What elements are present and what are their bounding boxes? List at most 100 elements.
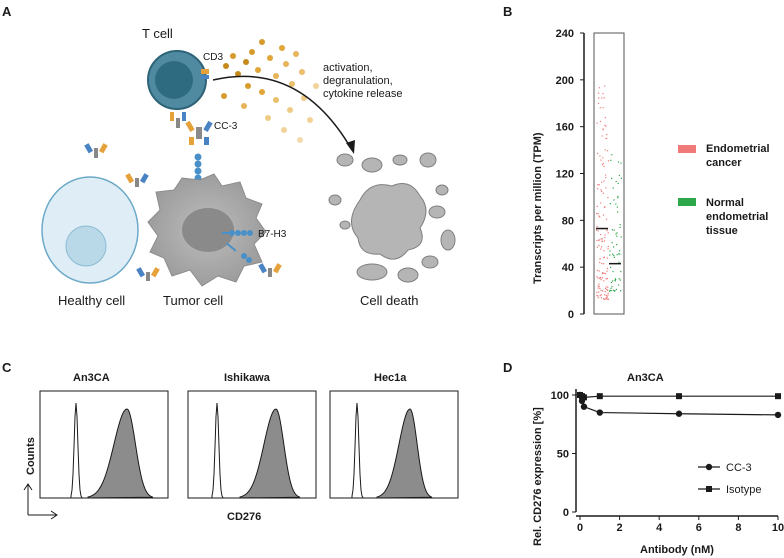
b-data-point (600, 277, 602, 279)
b-data-point (619, 279, 621, 281)
b-data-point (606, 270, 608, 272)
b-data-point (616, 232, 618, 234)
cd3-receptor-icon-2 (201, 75, 209, 79)
cd276-histogram (239, 408, 301, 499)
histogram-hec1a (329, 390, 459, 499)
b-data-point (607, 298, 610, 300)
b-data-point (610, 281, 612, 283)
b-data-point (599, 287, 601, 290)
b-data-point (611, 154, 613, 156)
b-data-point (603, 272, 605, 274)
b-data-point (606, 150, 609, 152)
b-data-point (604, 234, 606, 236)
histogram-frame (187, 390, 317, 499)
b-data-point (597, 213, 599, 215)
b-data-point (605, 218, 608, 220)
b-data-point (606, 133, 608, 136)
b-data-point (606, 257, 608, 259)
b-data-point (609, 250, 611, 252)
b-data-point (620, 162, 622, 164)
legend-cancer-line-1: Endometrial (706, 143, 770, 155)
b-data-point (596, 229, 598, 231)
b-data-point (601, 238, 603, 240)
b-data-point (598, 270, 600, 272)
b-data-point (603, 250, 605, 252)
b-data-point (601, 97, 603, 99)
cd3-receptor-icon (201, 69, 209, 74)
b-data-point (617, 182, 619, 185)
tumor-cell-nucleus (182, 208, 234, 252)
b-data-point (616, 244, 618, 246)
d-legend-label: CC-3 (726, 462, 752, 474)
b7h3-receptor-icon-2 (226, 242, 252, 263)
b-data-point (602, 298, 605, 300)
b-data-point (616, 254, 618, 256)
b-data-point (607, 248, 609, 250)
b-data-point (602, 128, 604, 130)
legend-swatch-normal (678, 198, 696, 206)
b-data-point (599, 216, 601, 218)
schematic-panel-a: T cell CD3 CC-3 (41, 26, 456, 308)
b-data-point (605, 177, 607, 179)
b-data-point (611, 242, 613, 244)
b-data-point (619, 226, 621, 229)
b-data-point (597, 295, 599, 297)
b-data-point (597, 296, 599, 299)
b-data-point (609, 254, 611, 256)
b-data-point (598, 291, 600, 293)
d-title: An3CA (627, 372, 664, 384)
b-data-point (603, 257, 605, 259)
d-point-cc3 (580, 403, 588, 410)
b-data-point (611, 229, 613, 231)
healthy-cell-label: Healthy cell (58, 293, 125, 308)
b-data-point (597, 188, 599, 190)
panel-label-a: A (2, 4, 12, 19)
b-data-point (597, 285, 599, 287)
b-y-tick-label: 200 (556, 75, 574, 87)
b-data-point (603, 263, 605, 265)
d-point-isotype (596, 393, 603, 400)
free-antibody-icon-2 (125, 173, 149, 187)
activation-arrowhead-icon (346, 140, 355, 154)
d-legend-label: Isotype (726, 484, 761, 496)
b-data-point (612, 280, 614, 282)
b-data-point (605, 125, 607, 127)
b-data-point (605, 278, 607, 280)
b-data-point (613, 254, 615, 257)
b-data-point (596, 291, 598, 294)
b-data-point (619, 253, 621, 255)
b-data-point (615, 180, 617, 183)
b-y-tick-label: 80 (562, 215, 574, 227)
b-data-point (607, 232, 609, 234)
b-data-point (611, 286, 613, 288)
b-data-point (596, 239, 598, 242)
b-data-point (619, 224, 621, 226)
b-data-point (599, 120, 602, 123)
c-title-hec1a: Hec1a (374, 372, 407, 384)
b-data-point (600, 294, 602, 296)
b-data-point (607, 292, 609, 294)
d-point-isotype (580, 394, 587, 401)
b-data-point (618, 278, 620, 280)
panel-label-c: C (2, 360, 12, 375)
b-data-point (620, 290, 622, 292)
b-data-point (601, 135, 603, 137)
activation-arrow (212, 75, 353, 151)
isotype-histogram (211, 402, 224, 498)
healthy-cell-nucleus (65, 225, 107, 267)
b-data-point (600, 297, 602, 299)
b-data-point (616, 235, 618, 237)
b-data-point (616, 206, 618, 208)
b-data-point (614, 278, 616, 280)
b-data-point (598, 283, 600, 285)
b-data-point (599, 261, 601, 264)
b-data-point (607, 286, 609, 288)
b-data-point (605, 298, 608, 300)
b-data-point (600, 202, 602, 204)
b-data-point (601, 262, 603, 265)
b-data-point (596, 122, 598, 124)
cc3-label: CC-3 (214, 121, 238, 132)
b-data-point (601, 240, 603, 242)
b7h3-receptor-icon (222, 230, 253, 236)
b-data-point (605, 297, 607, 299)
